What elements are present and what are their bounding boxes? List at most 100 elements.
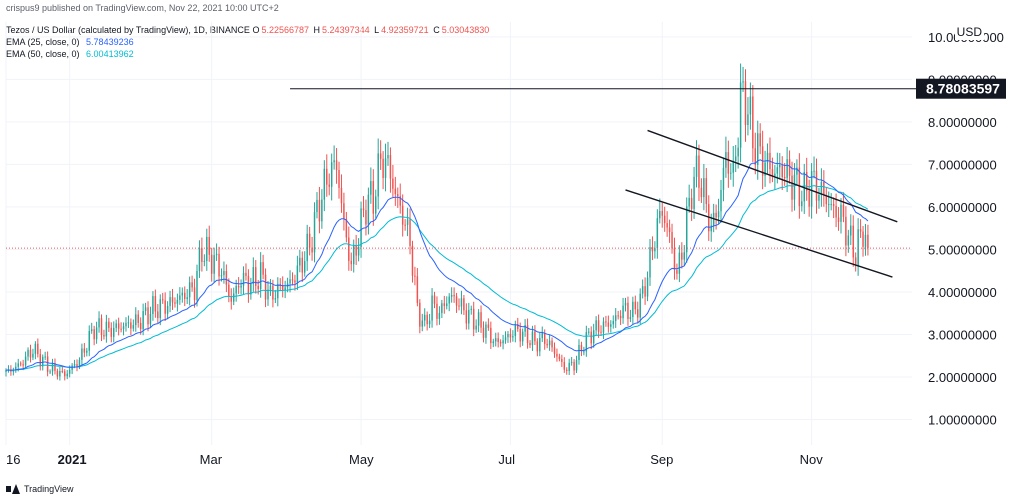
- candle-317: [781, 156, 783, 191]
- candle-227: [561, 354, 563, 367]
- y-tick-label: 5.00000000: [928, 242, 997, 257]
- high-label: H: [313, 25, 321, 35]
- candle-167: [414, 266, 416, 286]
- candle-312: [769, 137, 771, 184]
- candle-68: [171, 288, 174, 310]
- candle-137: [340, 174, 343, 213]
- candle-72: [181, 287, 184, 303]
- candle-82: [206, 228, 208, 271]
- candle-247: [610, 320, 612, 333]
- candle-345: [850, 214, 852, 246]
- candle-306: [754, 132, 757, 175]
- candle-185: [458, 298, 460, 311]
- candle-218: [539, 332, 541, 357]
- candle-146: [362, 196, 365, 218]
- candle-126: [313, 202, 316, 263]
- candle-124: [308, 226, 311, 256]
- y-tick-label: 1.00000000: [928, 412, 997, 427]
- candle-334: [823, 170, 825, 207]
- x-tick-label: Mar: [200, 452, 223, 467]
- symbol-title[interactable]: Tezos / US Dollar (calculated by Trading…: [6, 25, 250, 35]
- candle-279: [688, 184, 690, 213]
- candle-327: [805, 157, 808, 201]
- candle-249: [614, 308, 617, 328]
- candle-173: [428, 313, 431, 329]
- candle-261: [644, 277, 646, 305]
- x-tick-label: 2021: [58, 452, 87, 467]
- price-axis[interactable]: 1.00000000 2.00000000 3.00000000 4.00000000…: [928, 30, 1004, 428]
- candle-310: [764, 150, 766, 187]
- candle-129: [321, 189, 323, 229]
- candle-254: [627, 296, 629, 326]
- candle-213: [526, 318, 529, 349]
- candle-119: [296, 255, 299, 290]
- candle-323: [796, 159, 798, 185]
- tradingview-footer: TradingView: [6, 484, 74, 494]
- ema50-line: [6, 184, 869, 371]
- candle-193: [477, 309, 480, 333]
- candle-37: [95, 321, 98, 344]
- candle-147: [365, 199, 367, 236]
- candle-111: [277, 277, 279, 307]
- currency-label[interactable]: USD: [954, 24, 984, 40]
- ema50-row[interactable]: EMA (50, close, 0) 6.00413962: [6, 48, 491, 60]
- candle-133: [330, 153, 333, 201]
- candle-350: [862, 226, 864, 257]
- x-tick-label: Jul: [498, 452, 515, 467]
- candle-180: [446, 296, 448, 310]
- candle-99: [247, 269, 250, 303]
- candle-269: [663, 206, 666, 232]
- candle-264: [651, 236, 654, 261]
- candle-17: [46, 351, 49, 377]
- candle-56: [142, 303, 144, 336]
- candle-352: [867, 224, 869, 256]
- candle-70: [176, 293, 179, 312]
- candle-234: [578, 339, 580, 365]
- candle-122: [304, 251, 306, 277]
- candle-333: [820, 168, 823, 207]
- candle-161: [399, 183, 401, 214]
- channel-upper-line[interactable]: [647, 129, 898, 223]
- y-tick-label: 6.00000000: [928, 200, 997, 215]
- candle-84: [210, 247, 213, 282]
- candle-258: [637, 301, 639, 324]
- ema25-row[interactable]: EMA (25, close, 0) 5.78439236: [6, 36, 491, 48]
- candle-65: [164, 292, 166, 321]
- candle-320: [788, 150, 791, 184]
- candle-45: [115, 319, 117, 333]
- candle-298: [734, 144, 737, 173]
- candle-59: [149, 306, 152, 329]
- candle-134: [333, 145, 335, 170]
- candle-303: [747, 97, 749, 136]
- candle-349: [859, 219, 862, 238]
- candle-300: [739, 63, 742, 163]
- candle-253: [624, 297, 627, 312]
- candle-235: [580, 341, 583, 357]
- time-axis[interactable]: 16 2021 Mar May Jul Sep Nov: [6, 452, 823, 467]
- candle-251: [619, 310, 622, 325]
- candle-142: [352, 239, 355, 273]
- candle-51: [130, 318, 132, 336]
- candle-308: [759, 123, 761, 155]
- candle-231: [570, 357, 573, 366]
- candle-223: [551, 337, 553, 352]
- candle-148: [367, 187, 370, 235]
- ema25-value: 5.78439236: [86, 37, 134, 47]
- candle-91: [228, 278, 230, 303]
- candle-232: [573, 359, 575, 376]
- candle-67: [169, 290, 171, 313]
- candle-1: [7, 365, 10, 373]
- candle-165: [409, 208, 411, 255]
- candle-259: [639, 288, 641, 325]
- candle-138: [343, 192, 345, 231]
- candle-250: [617, 310, 619, 320]
- candle-191: [472, 301, 475, 337]
- candle-228: [563, 357, 566, 373]
- channel-lower-line[interactable]: [625, 189, 893, 278]
- candle-239: [590, 326, 592, 350]
- candle-34: [88, 325, 90, 357]
- candle-260: [641, 279, 644, 299]
- candle-257: [634, 295, 637, 315]
- candle-114: [284, 280, 286, 299]
